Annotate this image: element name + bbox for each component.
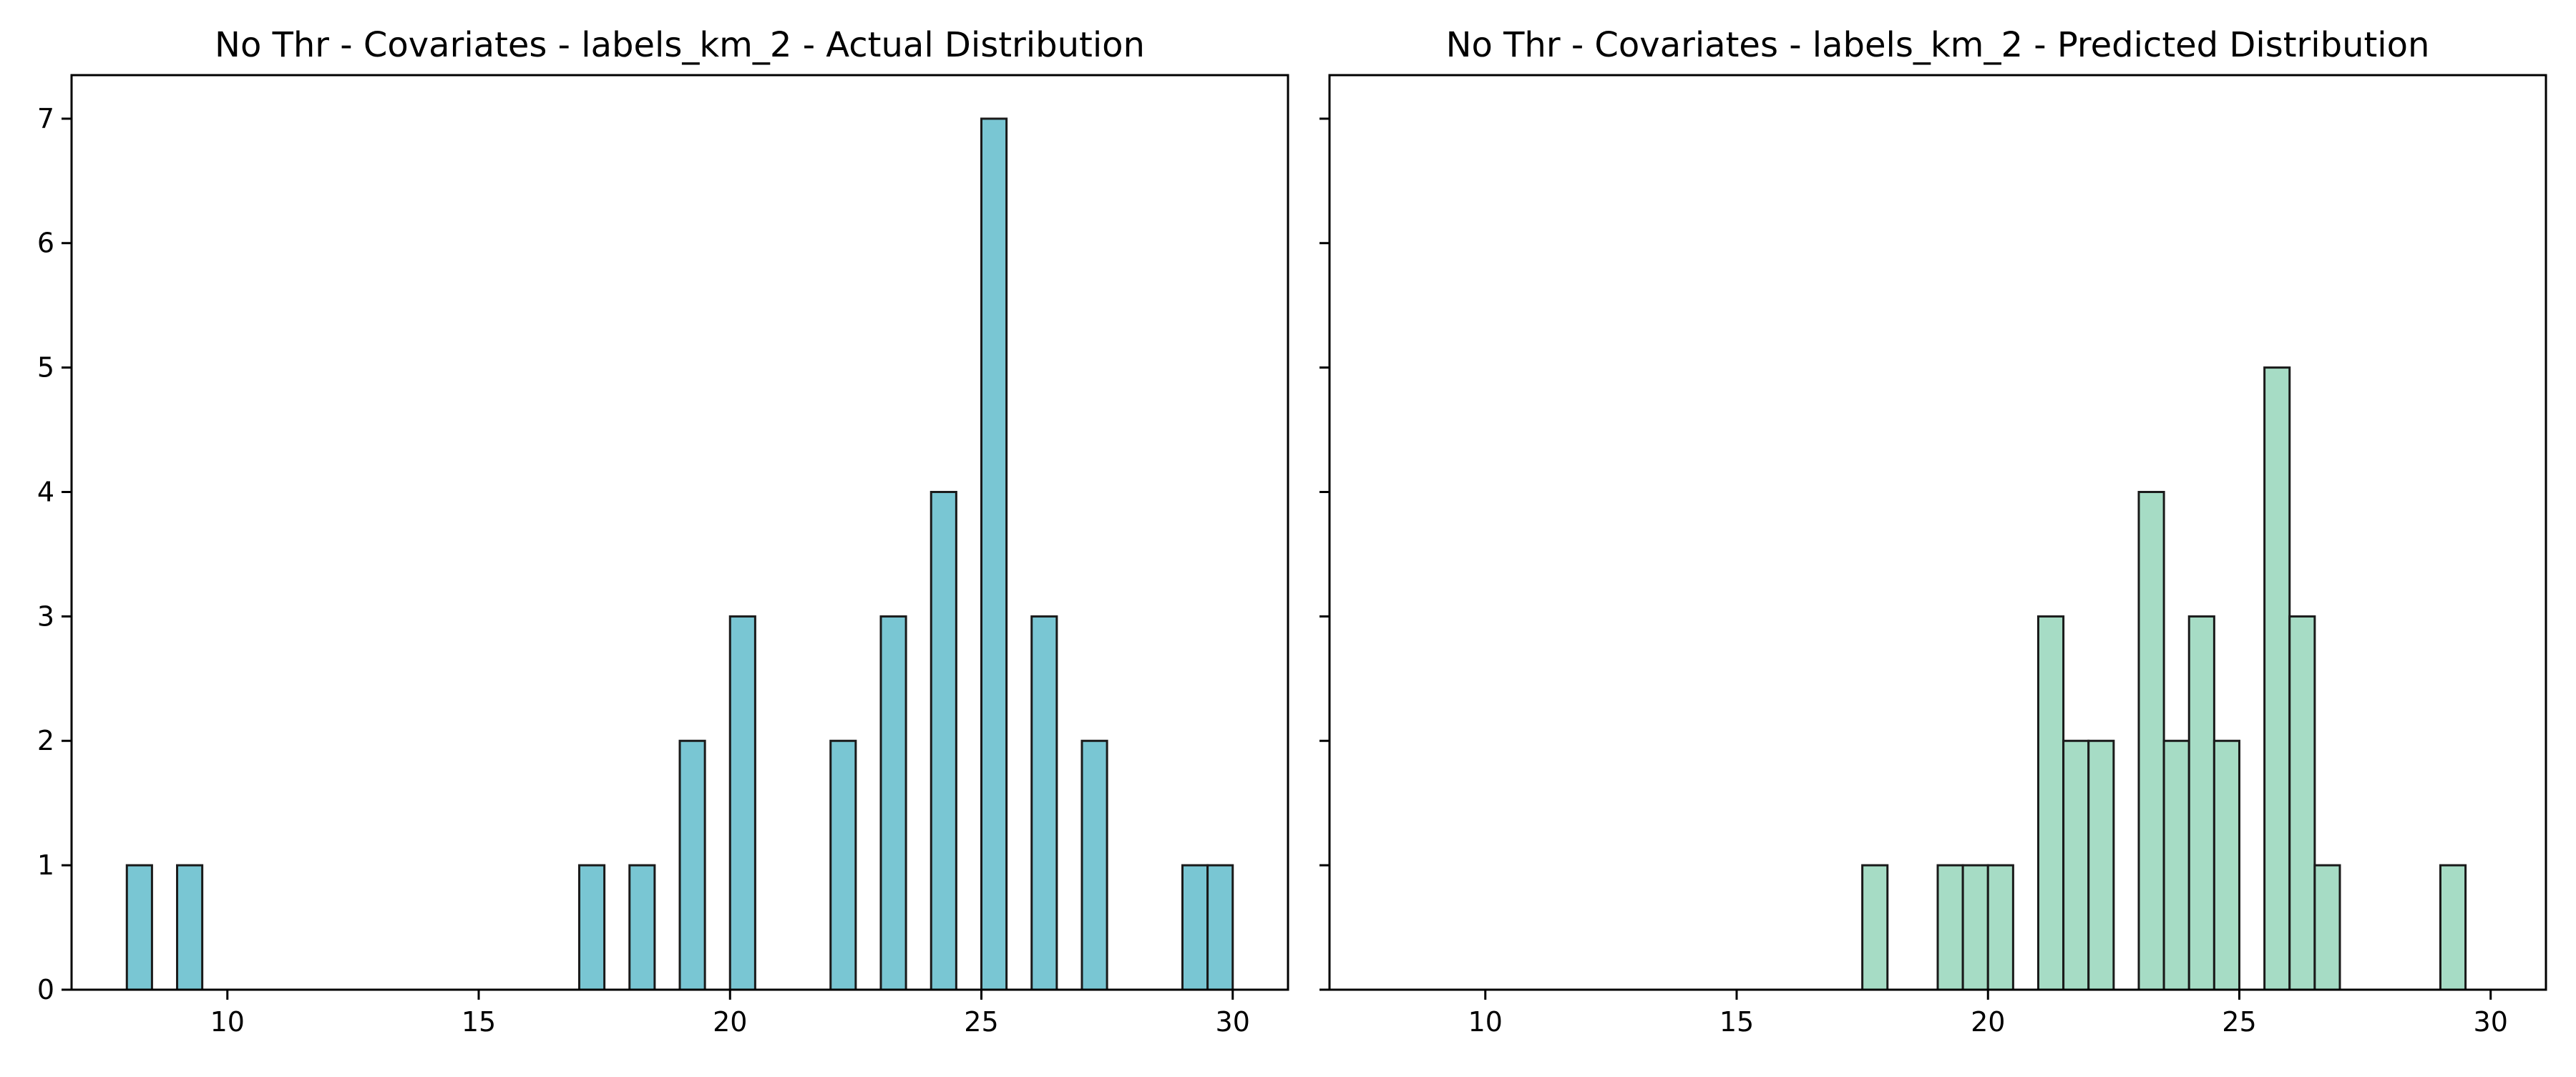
histogram-bar bbox=[728, 615, 756, 991]
x-tick-label: 30 bbox=[2474, 1006, 2508, 1038]
histogram-bar bbox=[678, 739, 706, 991]
x-tick-label: 30 bbox=[1216, 1006, 1250, 1038]
y-tick-label: 6 bbox=[37, 228, 54, 259]
histogram-bar bbox=[829, 739, 857, 991]
histogram-bar bbox=[2263, 366, 2291, 991]
y-tick-label: 4 bbox=[37, 476, 54, 507]
x-tick-label: 20 bbox=[1971, 1006, 2005, 1038]
histogram-bar bbox=[2062, 739, 2090, 991]
histogram-bar bbox=[2288, 615, 2316, 991]
chart-title: No Thr - Covariates - labels_km_2 - Pred… bbox=[1446, 25, 2430, 65]
y-tick-label: 0 bbox=[37, 974, 54, 1005]
y-tick-label: 2 bbox=[37, 725, 54, 756]
histogram-bar bbox=[930, 490, 957, 991]
bar-group bbox=[125, 117, 1234, 991]
x-tick-label: 10 bbox=[210, 1006, 245, 1038]
x-axis: 10 15 20 25 30 bbox=[210, 990, 1250, 1038]
y-axis: 0 1 2 3 4 5 6 7 bbox=[37, 103, 72, 1005]
bar-group bbox=[1861, 366, 2467, 991]
histogram-bar bbox=[980, 117, 1008, 991]
x-tick-label: 15 bbox=[1719, 1006, 1754, 1038]
x-tick-label: 25 bbox=[964, 1006, 998, 1038]
plot-frame bbox=[70, 74, 1289, 991]
histogram-bar bbox=[2162, 739, 2190, 991]
y-tick-label: 1 bbox=[37, 849, 54, 881]
y-tick-label: 5 bbox=[37, 352, 54, 384]
panel-actual-distribution: No Thr - Covariates - labels_km_2 - Actu… bbox=[37, 25, 1289, 1038]
histogram-bar bbox=[578, 864, 606, 991]
y-tick-label: 7 bbox=[37, 103, 54, 135]
chart-title: No Thr - Covariates - labels_km_2 - Actu… bbox=[215, 25, 1145, 65]
x-axis: 10 15 20 25 30 bbox=[1468, 990, 2508, 1038]
histogram-bar bbox=[1206, 864, 1234, 991]
x-tick-label: 25 bbox=[2222, 1006, 2256, 1038]
y-axis bbox=[1319, 117, 1330, 991]
histogram-bar bbox=[2439, 864, 2467, 991]
histogram-bar bbox=[2187, 615, 2215, 991]
histogram-bar bbox=[1181, 864, 1209, 991]
histogram-bar bbox=[1936, 864, 1964, 991]
histogram-bar bbox=[1030, 615, 1058, 991]
histogram-bar bbox=[2036, 615, 2065, 991]
histogram-bar bbox=[1080, 739, 1108, 991]
histogram-bar bbox=[1986, 864, 2014, 991]
histogram-bar bbox=[1961, 864, 1989, 991]
y-tick-label: 3 bbox=[37, 600, 54, 632]
histogram-bar bbox=[879, 615, 907, 991]
histogram-bar bbox=[2313, 864, 2341, 991]
x-tick-label: 15 bbox=[462, 1006, 496, 1038]
panel-predicted-distribution: No Thr - Covariates - labels_km_2 - Pred… bbox=[1319, 25, 2547, 1038]
histogram-bar bbox=[125, 864, 153, 991]
histogram-bar bbox=[2212, 739, 2240, 991]
x-tick-label: 20 bbox=[713, 1006, 747, 1038]
histogram-bar bbox=[176, 864, 204, 991]
x-tick-label: 10 bbox=[1468, 1006, 1503, 1038]
histogram-bar bbox=[2087, 739, 2115, 991]
histogram-bar bbox=[1861, 864, 1889, 991]
histogram-bar bbox=[2137, 490, 2165, 991]
plot-frame bbox=[1328, 74, 2547, 991]
histogram-bar bbox=[628, 864, 656, 991]
